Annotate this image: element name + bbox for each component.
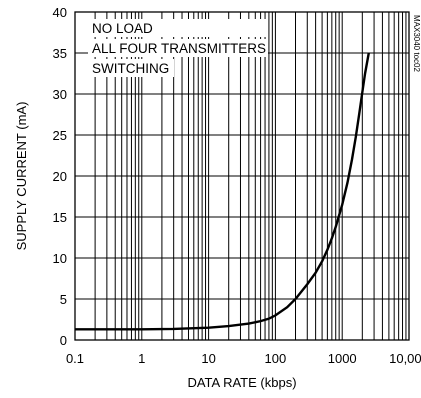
y-tick-label: 15 bbox=[53, 210, 67, 225]
y-tick-label: 0 bbox=[60, 333, 67, 348]
x-tick-label: 100 bbox=[265, 351, 287, 366]
annotation-line-1: NO LOAD bbox=[92, 21, 153, 36]
annotation-bg-1 bbox=[88, 19, 268, 37]
y-tick-label: 35 bbox=[53, 46, 67, 61]
y-tick-label: 30 bbox=[53, 87, 67, 102]
x-tick-label: 10 bbox=[201, 351, 215, 366]
x-tick-label: 1000 bbox=[328, 351, 357, 366]
annotation-background bbox=[88, 19, 268, 77]
x-tick-label: 10,000 bbox=[389, 351, 421, 366]
x-axis-title: DATA RATE (kbps) bbox=[187, 375, 296, 390]
annotation-line-2: ALL FOUR TRANSMITTERS bbox=[92, 41, 266, 56]
series-line bbox=[75, 52, 370, 331]
document-id: MAX3040 toc02 bbox=[412, 15, 421, 72]
y-tick-label: 20 bbox=[53, 169, 67, 184]
y-tick-label: 10 bbox=[53, 251, 67, 266]
x-tick-label: 0.1 bbox=[66, 351, 84, 366]
y-tick-label: 25 bbox=[53, 128, 67, 143]
annotation-bg-3 bbox=[88, 59, 174, 77]
y-axis-title: SUPPLY CURRENT (mA) bbox=[14, 102, 29, 251]
x-tick-label: 1 bbox=[138, 351, 145, 366]
y-tick-label: 40 bbox=[53, 5, 67, 20]
y-tick-label: 5 bbox=[60, 292, 67, 307]
x-tick-labels: 0.1 1 10 100 1000 10,000 bbox=[66, 351, 421, 366]
y-tick-labels: 0 5 10 15 20 25 30 35 40 bbox=[53, 5, 67, 348]
plot-frame bbox=[74, 11, 410, 341]
annotation-bg-2 bbox=[88, 39, 268, 57]
annotation-line-3: SWITCHING bbox=[92, 61, 169, 76]
